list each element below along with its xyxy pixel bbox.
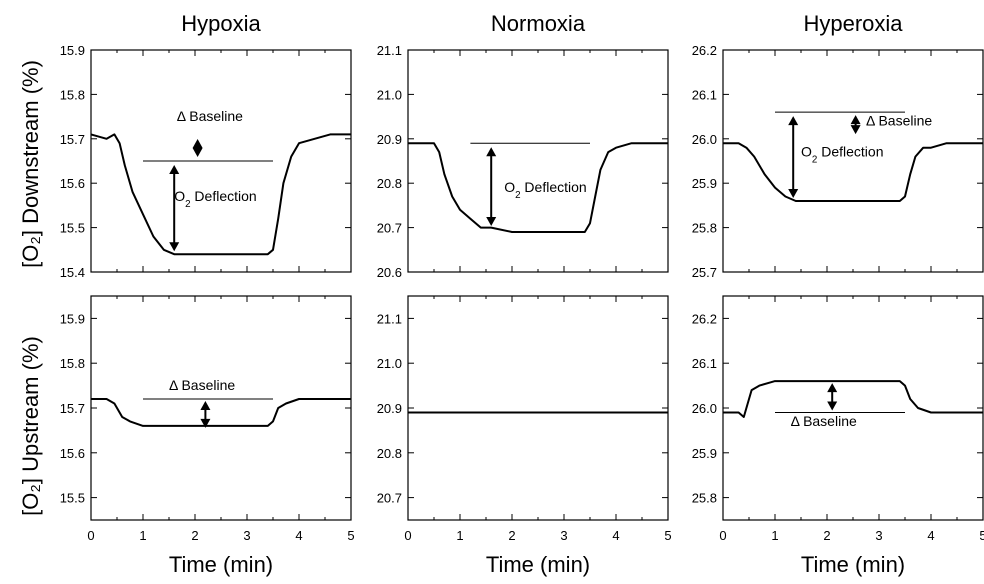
deflection-arrow-head-up bbox=[788, 116, 799, 126]
plot-frame bbox=[90, 295, 352, 521]
x-tick-label: 0 bbox=[87, 528, 94, 543]
x-tick-label: 4 bbox=[927, 528, 934, 543]
x-tick-label: 3 bbox=[560, 528, 567, 543]
annotation-delta-baseline: Δ Baseline bbox=[177, 108, 243, 124]
x-tick-label: 4 bbox=[612, 528, 619, 543]
x-axis-label: Time (min) bbox=[801, 552, 905, 577]
deflection-arrow-head-down bbox=[169, 242, 180, 252]
deflection-arrow-head-down bbox=[486, 217, 497, 227]
panels: Hypoxia 15.4 15.5 15.6 15.7 15.8 15.9 Δ Baselin… bbox=[60, 11, 984, 577]
x-tick-label: 3 bbox=[243, 528, 250, 543]
y-tick-label: 21.0 bbox=[377, 87, 402, 102]
x-tick-label: 1 bbox=[456, 528, 463, 543]
x-axis-label: Time (min) bbox=[169, 552, 273, 577]
baseline-arrow-head-down bbox=[192, 148, 203, 157]
y-tick-label: 20.9 bbox=[377, 132, 402, 147]
x-tick-label: 4 bbox=[295, 528, 302, 543]
y-tick-label: 26.0 bbox=[692, 401, 717, 416]
panel-downstream-1: Hypoxia 15.4 15.5 15.6 15.7 15.8 15.9 Δ Baselin… bbox=[60, 11, 352, 280]
ylabel-downstream: [O₂] Downstream (%) bbox=[18, 60, 43, 268]
y-tick-label: 15.8 bbox=[60, 87, 85, 102]
y-tick-label: 15.9 bbox=[60, 43, 85, 58]
y-tick-label: 15.5 bbox=[60, 491, 85, 506]
data-series-line bbox=[91, 398, 351, 427]
y-tick-label: 26.2 bbox=[692, 311, 717, 326]
baseline-arrow-head-down bbox=[200, 418, 211, 428]
y-tick-label: 26.1 bbox=[692, 87, 717, 102]
annotation-o2-deflection: O2 Deflection bbox=[174, 188, 257, 210]
x-tick-label: 1 bbox=[139, 528, 146, 543]
x-tick-label: 2 bbox=[191, 528, 198, 543]
y-tick-label: 26.0 bbox=[692, 132, 717, 147]
baseline-arrow-head-up bbox=[850, 115, 861, 125]
deflection-arrow-head-down bbox=[788, 188, 799, 198]
y-tick-label: 25.9 bbox=[692, 176, 717, 191]
baseline-arrow-head-down bbox=[827, 401, 838, 411]
panel-downstream-3: Hyperoxia 25.7 25.8 25.9 26.0 26.1 26.2 Δ Basel… bbox=[692, 11, 984, 280]
y-tick-label: 26.1 bbox=[692, 356, 717, 371]
x-tick-label: 5 bbox=[979, 528, 984, 543]
y-tick-label: 21.1 bbox=[377, 43, 402, 58]
y-tick-label: 15.6 bbox=[60, 176, 85, 191]
y-tick-label: 15.6 bbox=[60, 446, 85, 461]
y-tick-label: 25.8 bbox=[692, 491, 717, 506]
deflection-arrow-head-up bbox=[169, 165, 180, 174]
panel-downstream-2: Normoxia 20.6 20.7 20.8 20.9 21.0 21.1 O2 Defle… bbox=[377, 11, 669, 280]
y-tick-label: 25.7 bbox=[692, 265, 717, 280]
panel-upstream-3: 0 1 2 3 4 5 Time (min) 25.8 25.9 26.0 26.1 26.2 Δ Ba… bbox=[692, 295, 984, 577]
x-tick-label: 2 bbox=[823, 528, 830, 543]
annotation-delta-baseline: Δ Baseline bbox=[169, 377, 235, 393]
plot-frame bbox=[722, 49, 984, 273]
panel-upstream-2: 0 1 2 3 4 5 Time (min) 20.7 20.8 20.9 21.0 21.1 bbox=[377, 295, 672, 577]
panel-title: Normoxia bbox=[491, 11, 586, 36]
y-tick-label: 15.7 bbox=[60, 401, 85, 416]
y-tick-label: 21.0 bbox=[377, 356, 402, 371]
y-tick-label: 25.9 bbox=[692, 446, 717, 461]
data-series-line bbox=[90, 133, 351, 256]
y-tick-label: 15.9 bbox=[60, 311, 85, 326]
x-tick-label: 3 bbox=[875, 528, 882, 543]
x-tick-label: 5 bbox=[347, 528, 354, 543]
panel-upstream-1: 0 1 2 3 4 5 Time (min) 15.5 15.6 15.7 15.8 15.9 Δ Ba… bbox=[60, 295, 355, 577]
y-tick-label: 15.4 bbox=[60, 265, 85, 280]
x-tick-label: 0 bbox=[719, 528, 726, 543]
y-tick-label: 15.7 bbox=[60, 132, 85, 147]
x-tick-label: 0 bbox=[404, 528, 411, 543]
data-series-line bbox=[408, 142, 668, 233]
x-tick-label: 2 bbox=[508, 528, 515, 543]
y-tick-label: 20.9 bbox=[377, 401, 402, 416]
x-axis-label: Time (min) bbox=[486, 552, 590, 577]
baseline-arrow-head-up bbox=[200, 401, 211, 411]
ylabel-upstream: [O₂] Upstream (%) bbox=[18, 336, 43, 516]
y-tick-label: 20.7 bbox=[377, 221, 402, 236]
annotation-delta-baseline: Δ Baseline bbox=[866, 112, 932, 128]
x-tick-label: 5 bbox=[664, 528, 671, 543]
y-tick-label: 20.8 bbox=[377, 176, 402, 191]
baseline-arrow-head-up bbox=[827, 383, 838, 393]
x-tick-label: 1 bbox=[771, 528, 778, 543]
plot-frame bbox=[407, 49, 669, 273]
annotation-delta-baseline: Δ Baseline bbox=[791, 413, 857, 429]
y-tick-label: 20.6 bbox=[377, 265, 402, 280]
y-tick-label: 20.7 bbox=[377, 491, 402, 506]
data-series-line bbox=[723, 142, 983, 202]
y-tick-label: 25.8 bbox=[692, 221, 717, 236]
panel-title: Hyperoxia bbox=[803, 11, 903, 36]
y-tick-label: 26.2 bbox=[692, 43, 717, 58]
baseline-arrow-head-up bbox=[192, 139, 203, 148]
plot-frame bbox=[407, 295, 669, 521]
y-tick-label: 15.5 bbox=[60, 221, 85, 236]
y-tick-label: 15.8 bbox=[60, 356, 85, 371]
annotation-o2-deflection: O2 Deflection bbox=[801, 144, 884, 166]
annotation-o2-deflection: O2 Deflection bbox=[504, 179, 587, 201]
panel-title: Hypoxia bbox=[181, 11, 261, 36]
data-series-line bbox=[723, 380, 983, 418]
deflection-arrow-head-up bbox=[486, 147, 497, 157]
y-tick-label: 20.8 bbox=[377, 446, 402, 461]
baseline-arrow-head-down bbox=[850, 125, 861, 135]
plot-frame bbox=[722, 295, 984, 521]
y-tick-label: 21.1 bbox=[377, 311, 402, 326]
